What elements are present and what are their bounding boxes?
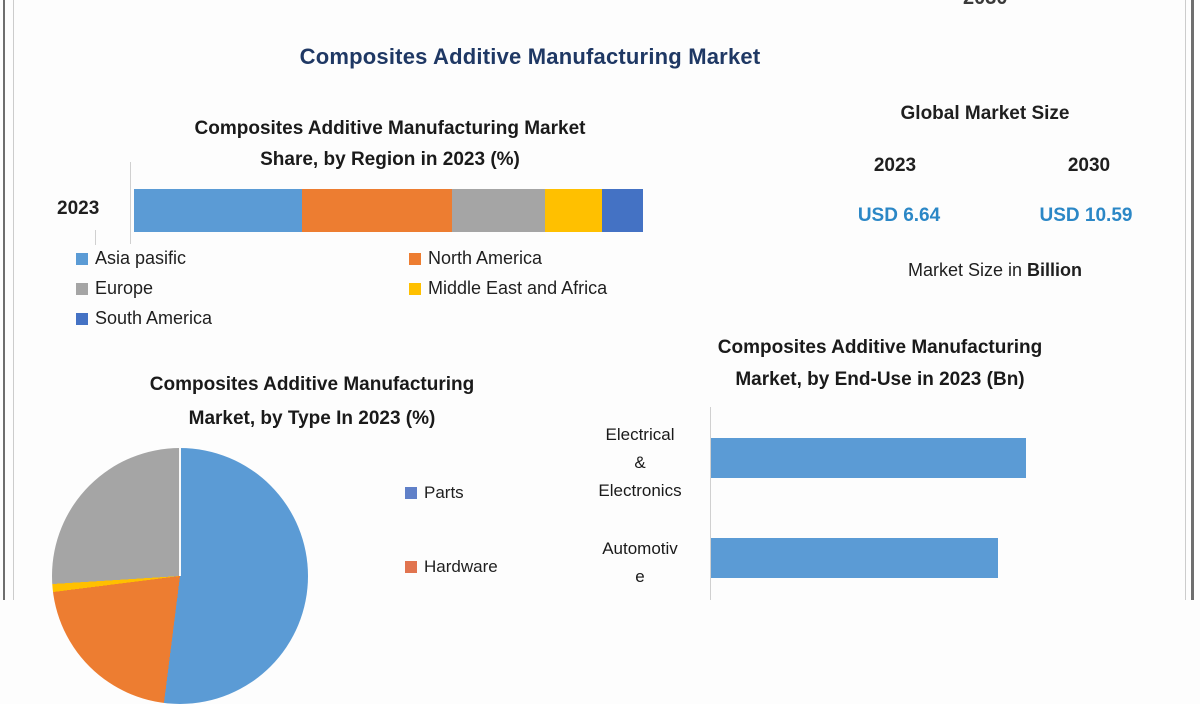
legend-label-europe: Europe — [95, 278, 154, 298]
legend-label-hardware: Hardware — [424, 557, 498, 576]
enduse-chart-title: Composites Additive Manufacturing Market… — [630, 332, 1130, 396]
enduse-axis-line — [710, 407, 711, 600]
enduse-cat-line: e — [635, 567, 645, 586]
region-stacked-bar — [134, 189, 643, 232]
type-legend-item-hardware: Hardware — [405, 557, 498, 577]
enduse-bar-automotive — [711, 538, 998, 578]
region-segment-2 — [301, 189, 453, 232]
frame-border-right-outer — [1191, 0, 1194, 600]
enduse-bar-electrical-electronics — [711, 438, 1026, 478]
enduse-chart-title-line2: Market, by End-Use in 2023 (Bn) — [735, 369, 1025, 390]
enduse-cat-line: Electronics — [598, 481, 682, 500]
frame-border-right-inner — [1185, 0, 1186, 600]
enduse-category-electrical-electronics: Electrical & Electronics — [575, 421, 705, 505]
region-axis-line — [130, 162, 131, 244]
market-size-footnote-prefix: Market Size in — [907, 260, 1028, 280]
enduse-cat-line: Electrical — [605, 425, 675, 444]
type-chart-title-line1: Composites Additive Manufacturing — [149, 374, 475, 395]
legend-label-middle-east-africa: Middle East and Africa — [428, 278, 608, 298]
legend-marker-hardware — [405, 561, 417, 573]
region-chart-title: Composites Additive Manufacturing Market… — [90, 113, 690, 175]
region-legend-item-asia-pasific: Asia pasific — [76, 248, 186, 269]
legend-marker-south-america — [76, 312, 88, 325]
enduse-cat-line: Automotiv — [602, 539, 678, 558]
region-legend-item-north-america: North America — [409, 248, 542, 269]
region-segment-5 — [602, 189, 643, 232]
pie-slice-separator — [179, 448, 181, 576]
market-size-year-2023: 2023 — [873, 155, 917, 176]
frame-border-left-outer — [3, 0, 5, 600]
frame-border-left-inner — [13, 0, 14, 600]
region-segment-3 — [452, 189, 546, 232]
legend-label-north-america: North America — [428, 248, 543, 268]
market-size-footnote-unit: Billion — [1027, 260, 1083, 280]
region-segment-1 — [134, 189, 302, 232]
main-title: Composites Additive Manufacturing Market — [299, 44, 761, 69]
region-chart-title-line1: Composites Additive Manufacturing Market — [194, 118, 586, 139]
type-legend-item-parts: Parts — [405, 483, 464, 503]
market-size-footnote: Market Size in Billion — [860, 260, 1130, 281]
legend-marker-europe — [76, 282, 88, 295]
market-size-value-2030: USD 10.59 — [1039, 205, 1133, 226]
legend-marker-north-america — [409, 252, 421, 265]
market-size-title: Global Market Size — [900, 103, 1070, 124]
legend-label-parts: Parts — [424, 483, 464, 502]
region-legend-item-south-america: South America — [76, 308, 212, 329]
type-chart-title-line2: Market, by Type In 2023 (%) — [188, 408, 436, 429]
region-row-label: 2023 — [57, 198, 100, 219]
market-size-year-2030: 2030 — [1067, 155, 1111, 176]
type-chart-title: Composites Additive Manufacturing Market… — [62, 368, 562, 436]
market-size-value-2023: USD 6.64 — [857, 205, 941, 226]
region-chart-title-line2: Share, by Region in 2023 (%) — [260, 149, 520, 170]
enduse-chart-title-line1: Composites Additive Manufacturing — [717, 337, 1043, 358]
legend-marker-middle-east-africa — [409, 282, 421, 295]
top-cropped-year-text: 2030 — [963, 0, 1008, 10]
region-legend-item-middle-east-africa: Middle East and Africa — [409, 278, 607, 299]
enduse-category-automotive: Automotiv e — [575, 535, 705, 591]
legend-marker-asia-pasific — [76, 252, 88, 265]
region-legend-item-europe: Europe — [76, 278, 153, 299]
legend-marker-parts — [405, 487, 417, 499]
legend-label-south-america: South America — [95, 308, 213, 328]
region-segment-4 — [545, 189, 603, 232]
enduse-cat-line: & — [634, 453, 646, 472]
legend-label-asia-pasific: Asia pasific — [95, 248, 187, 268]
region-axis-tick — [95, 230, 96, 245]
